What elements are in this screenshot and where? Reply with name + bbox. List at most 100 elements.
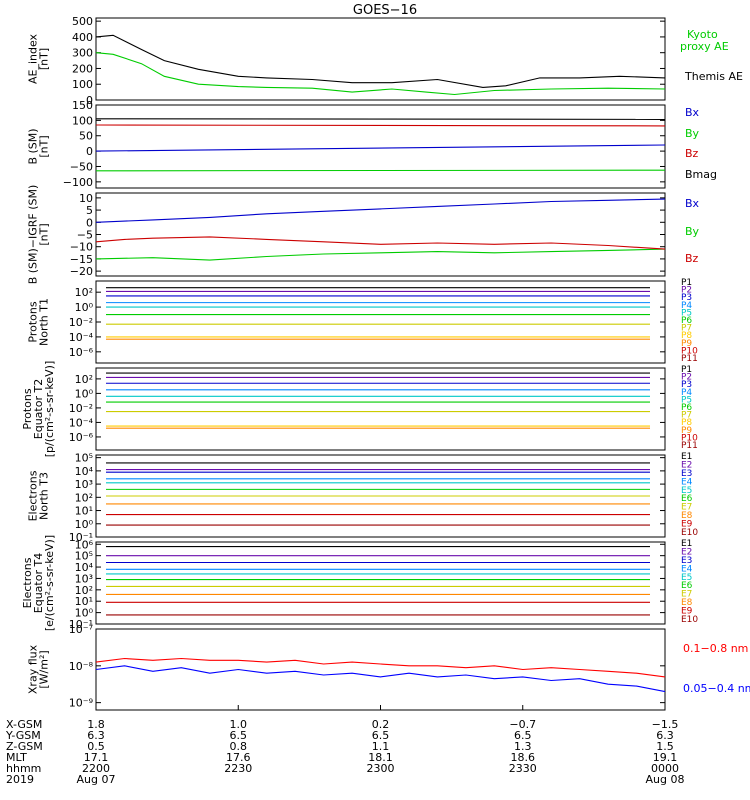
x-tick-label: 19.1 — [653, 751, 678, 764]
series-0-05-0-4-nm-legend: 0.05−0.4 nm — [683, 682, 750, 695]
y-tick-label: 500 — [72, 15, 93, 28]
series-by-legend: By — [685, 225, 700, 238]
x-tick-label: 6.5 — [372, 729, 390, 742]
y-axis-label-line: Equator T2 — [32, 379, 45, 439]
y-tick-label: 10⁻⁹ — [69, 697, 93, 710]
x-tick-label: 1.5 — [656, 740, 674, 753]
x-tick-label: 6.3 — [656, 729, 674, 742]
y-axis-label: B (SM)−IGRF (SM)[nT] — [27, 185, 51, 285]
series-bz-line — [95, 236, 666, 250]
y-tick-label: 10⁻¹ — [69, 531, 93, 544]
y-tick-label: 10⁵ — [75, 550, 93, 563]
y-tick-label: 100 — [72, 114, 93, 127]
series-bx-line — [95, 144, 666, 152]
x-row-label: MLT — [6, 751, 27, 764]
series-e3-legend: E3 — [681, 556, 692, 566]
series-p5-legend: P5 — [681, 308, 692, 318]
y-axis-label-line: Equator T4 — [32, 553, 45, 613]
y-axis-label-line: B (SM) — [27, 128, 40, 164]
y-tick-label: 10² — [75, 286, 93, 299]
panel-bsm: 150 100 50 0 −50 −100 B (SM)[nT] Bx By Bz Bmag — [27, 99, 718, 189]
y-tick-label: 300 — [72, 47, 93, 60]
series-p10-legend: P10 — [681, 433, 698, 443]
series-bz-legend: Bz — [685, 252, 699, 265]
x-tick-label: 2300 — [367, 762, 395, 775]
y-tick-label: 10⁻⁴ — [69, 416, 94, 429]
plot-frame — [95, 367, 666, 451]
series-p9-legend: P9 — [681, 339, 692, 349]
y-tick-label: 200 — [72, 62, 93, 75]
series-e3-legend: E3 — [681, 469, 692, 479]
x-row-label: Z-GSM — [6, 740, 43, 753]
series-themis-ae-legend: Themis AE — [684, 70, 743, 83]
y-axis-label-line: Protons — [27, 301, 40, 342]
series-e8-legend: E8 — [681, 598, 693, 608]
x-tick-label: 0000 — [651, 762, 679, 775]
y-axis-label-line: [e/(cm²-s-sr-keV)] — [43, 535, 56, 631]
series-e4-legend: E4 — [681, 564, 693, 574]
x-tick-label: 18.1 — [368, 751, 393, 764]
x-tick-label: 6.5 — [514, 729, 532, 742]
x-tick-label: −0.7 — [509, 718, 536, 731]
series-e6-legend: E6 — [681, 494, 693, 504]
series-kyoto-legend: Kyoto — [687, 28, 718, 41]
series-p1-legend: P1 — [681, 365, 692, 375]
series-e1-legend: E1 — [681, 452, 692, 462]
series-p10-legend: P10 — [681, 346, 698, 356]
series-bx-legend: Bx — [685, 106, 700, 119]
series-e5-legend: E5 — [681, 573, 692, 583]
x-tick-label: 17.6 — [226, 751, 251, 764]
x-tick-label: 6.5 — [230, 729, 248, 742]
series-bz-legend: Bz — [685, 147, 699, 160]
x-tick-label: 18.6 — [511, 751, 536, 764]
x-tick-label: 0.5 — [87, 740, 105, 753]
y-axis-label-line: B (SM)−IGRF (SM) — [27, 185, 40, 285]
series-bx-line — [95, 198, 666, 223]
series-e7-legend: E7 — [681, 503, 692, 513]
figure-title: GOES−16 — [353, 3, 417, 18]
series-p9-legend: P9 — [681, 426, 692, 436]
x-tick-label: Aug 08 — [646, 773, 685, 786]
y-tick-label: −50 — [70, 160, 93, 173]
y-tick-label: 10¹ — [75, 595, 93, 608]
y-tick-label: 10⁻⁴ — [69, 331, 94, 344]
series-e9-legend: E9 — [681, 607, 693, 617]
series-kyoto-line — [95, 52, 666, 96]
y-tick-label: 10⁻¹ — [69, 618, 93, 631]
series-e8-legend: E8 — [681, 511, 693, 521]
y-axis-label: AE_index[nT] — [27, 33, 51, 84]
y-tick-label: 150 — [72, 99, 93, 112]
series-e1-legend: E1 — [681, 539, 692, 549]
y-tick-label: −15 — [70, 253, 93, 266]
series-bmag-legend: Bmag — [685, 168, 717, 181]
y-tick-label: −100 — [63, 176, 93, 189]
y-tick-label: −10 — [70, 241, 93, 254]
x-tick-label: 1.1 — [372, 740, 390, 753]
y-tick-label: 10³ — [75, 572, 93, 585]
y-tick-label: 10¹ — [75, 505, 93, 518]
x-row-label: 2019 — [6, 773, 34, 786]
series-p1-legend: P1 — [681, 278, 692, 288]
y-tick-label: 10⁻⁶ — [69, 346, 94, 359]
x-tick-label: 0.8 — [230, 740, 248, 753]
series-kyoto-legend-line2: proxy AE — [680, 40, 729, 53]
series-by-line — [95, 169, 666, 172]
y-tick-label: 10⁰ — [75, 301, 94, 314]
x-row-label: hhmm — [6, 762, 41, 775]
y-axis-label-line: [nT] — [38, 223, 51, 245]
series-themis-ae-line — [95, 34, 666, 88]
y-tick-label: 10⁻⁷ — [69, 623, 93, 636]
series-p2-legend: P2 — [681, 373, 692, 383]
series-p4-legend: P4 — [681, 388, 692, 398]
series-bz-line — [95, 124, 666, 127]
